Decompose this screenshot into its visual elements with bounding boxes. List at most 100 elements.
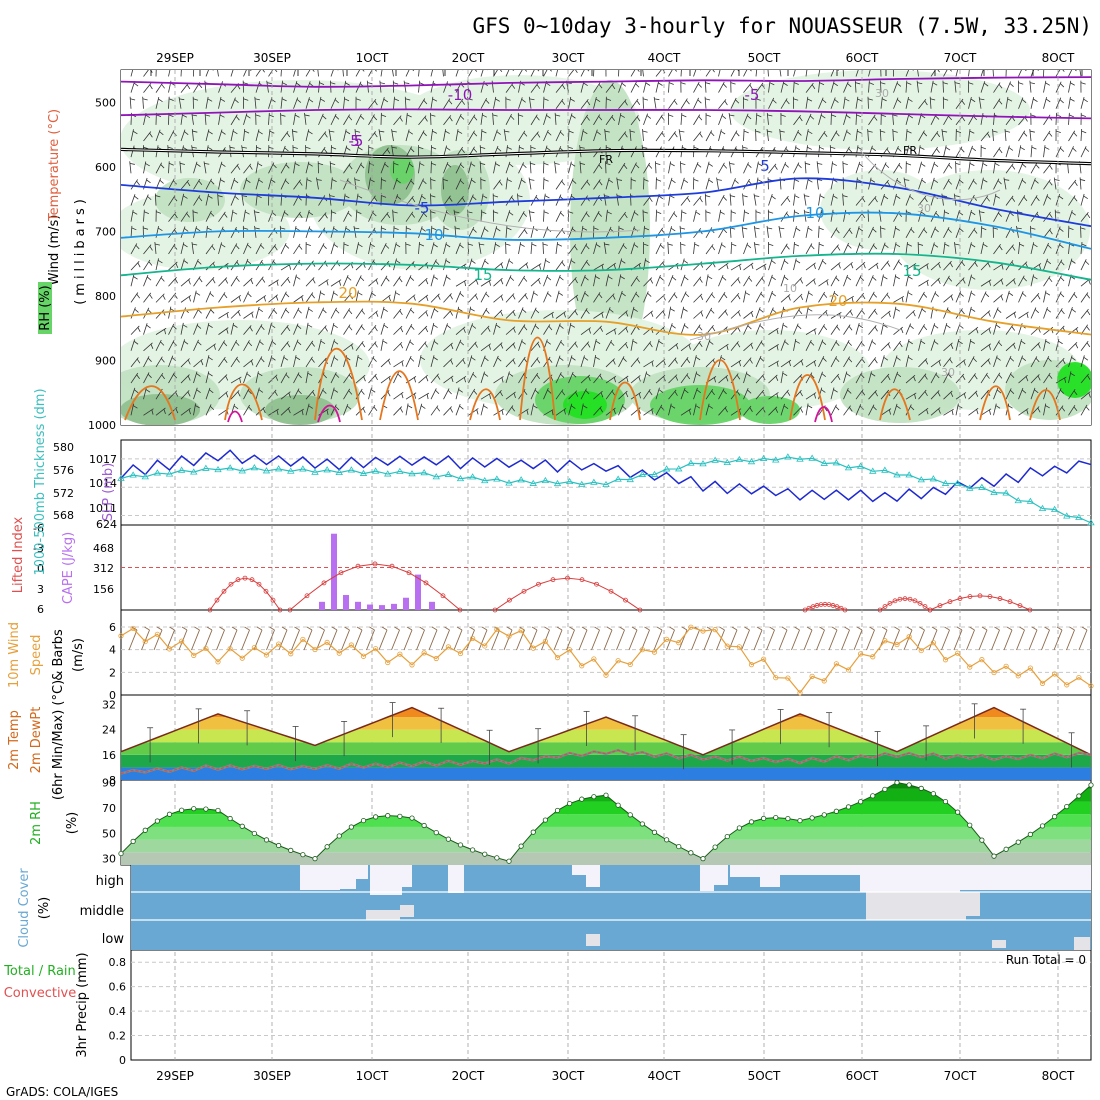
wind-barb-flag: [147, 357, 152, 362]
wind-barb-flag: [511, 406, 516, 412]
wind-barb-flag: [406, 114, 412, 118]
wind-barb-flag: [1047, 357, 1052, 362]
wind-barb-flag: [1073, 406, 1078, 412]
wind-barb-flag: [339, 280, 341, 286]
wind-speed-marker: [870, 654, 876, 660]
wind-barb-flag: [608, 179, 614, 183]
isotherm-15: [121, 252, 1091, 281]
wind-barb-flag: [659, 276, 664, 281]
wind-barb-flag: [737, 311, 741, 317]
isotherm-30: [317, 404, 341, 423]
wind-barb-flag: [860, 373, 865, 379]
wind-barb-flag: [459, 341, 464, 346]
wind-barb-flag: [1010, 389, 1015, 394]
date-label: 5OCT: [748, 1069, 781, 1083]
wind-speed-marker: [554, 655, 561, 661]
rh2m-marker: [627, 812, 633, 818]
wind-barb-flag: [173, 245, 178, 250]
wind-barb-flag: [695, 211, 701, 215]
wind-barb-flag: [482, 195, 488, 199]
rh2m-marker: [397, 813, 403, 819]
thickness-marker: [1026, 497, 1035, 504]
wind-barb: [380, 306, 385, 319]
wind-barb-flag: [520, 243, 525, 247]
rh2m-marker: [1052, 814, 1058, 820]
wind-barb-flag: [989, 409, 991, 415]
wind-barb-flag: [769, 82, 775, 86]
wind-barb: [680, 323, 686, 335]
wind-barb-flag: [419, 162, 425, 166]
surface-barb-flag: [169, 626, 175, 631]
wind-barb-flag: [373, 115, 378, 121]
wind-barb-flag: [1086, 326, 1090, 331]
wind-barb-flag: [814, 329, 817, 335]
date-label: 8OCT: [1042, 1069, 1075, 1083]
wind-barb-flag: [995, 195, 1001, 199]
wind-barb-flag: [213, 344, 216, 350]
surface-barb-flag: [794, 626, 800, 631]
isotherm-30: [227, 410, 243, 423]
wind-barb-flag: [534, 325, 540, 330]
wind-barb: [155, 309, 165, 319]
surface-barb-flag: [144, 626, 150, 631]
wind-barb-flag: [534, 389, 540, 394]
li-marker: [806, 605, 812, 611]
wind-barb-flag: [345, 227, 351, 232]
wind-barb-flag: [484, 228, 489, 232]
wind-barb-flag: [248, 406, 253, 411]
wind-barb-flag: [296, 99, 302, 103]
wind-barb: [143, 342, 153, 352]
wind-barb-flag: [874, 358, 878, 364]
wind-barb-flag: [759, 325, 764, 329]
thickness-marker: [1075, 513, 1083, 520]
wind-speed-marker: [154, 631, 160, 637]
wind-barb-flag: [970, 308, 976, 312]
wind-barb-flag: [164, 329, 167, 335]
wind-barb-flag: [536, 374, 540, 380]
wind-speed-marker: [1039, 680, 1046, 687]
rh2m-marker: [142, 827, 148, 833]
isotherm-30: [814, 406, 833, 423]
wind-barb-flag: [535, 309, 540, 314]
wind-barb-flag: [648, 164, 653, 169]
wind-barb-flag: [522, 163, 527, 168]
surface-barb-flag: [981, 626, 988, 631]
wind-barb: [1080, 340, 1089, 352]
wind-barb: [718, 406, 727, 416]
temp-band: [121, 742, 1091, 755]
wind-barb-flag: [856, 114, 862, 118]
wind-barb-flag: [595, 356, 600, 360]
wind-barb-flag: [921, 179, 926, 184]
wind-barb-flag: [539, 264, 542, 270]
wind-barb-flag: [938, 263, 941, 269]
wind-speed-marker: [651, 649, 658, 655]
surface-barb: [228, 629, 238, 651]
wind-barb-flag: [183, 260, 189, 264]
tick-label: 6: [37, 603, 44, 616]
wind-barb: [680, 387, 686, 400]
wind-barb-flag: [881, 114, 887, 117]
li-marker: [877, 607, 883, 613]
wind-barb-flag: [1081, 130, 1087, 134]
wind-barb: [443, 388, 450, 400]
wind-barb-flag: [636, 358, 641, 364]
wind-barb-flag: [200, 360, 204, 366]
wind-barb-flag: [357, 292, 363, 296]
wind-barb-flag: [795, 260, 801, 264]
wind-barb: [393, 372, 399, 384]
wind-barb-flag: [345, 130, 351, 135]
wind-barb-flag: [959, 228, 964, 232]
wind-speed-marker: [118, 633, 124, 639]
wind-barb-flag: [183, 340, 189, 345]
thickness-marker: [238, 467, 246, 474]
wind-barb-flag: [933, 324, 939, 329]
wind-barb: [255, 70, 261, 77]
wind-barb-flag: [747, 115, 752, 120]
wind-speed-marker: [336, 650, 342, 656]
wind-barb-flag: [871, 341, 877, 345]
wind-barb-flag: [595, 340, 601, 345]
wind-barb-flag: [258, 130, 263, 135]
wind-barb: [855, 70, 859, 77]
wind-barb-flag: [473, 148, 478, 153]
wind-barb-flag: [295, 276, 301, 280]
